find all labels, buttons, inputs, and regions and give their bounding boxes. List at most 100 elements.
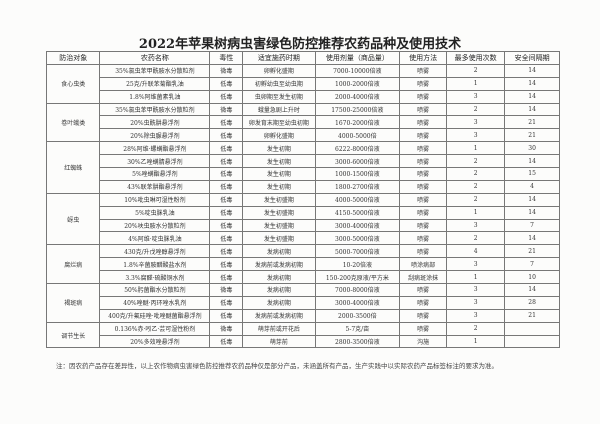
table-cell: 喷雾: [399, 205, 448, 220]
table-cell: 3000-4000倍液: [314, 295, 401, 310]
table-cell: 4%阿维·啶虫脒乳油: [99, 231, 211, 246]
table-cell: 21: [504, 128, 560, 143]
table-cell: 1: [446, 270, 506, 285]
table-row: 20%多效唑悬浮剂 低毒 萌芽前 2800-3500倍液 沟施 1: [47, 334, 560, 349]
table-cell: 3: [446, 218, 506, 233]
table-cell: 4000-5000倍液: [314, 192, 401, 207]
table-cell: 低毒: [209, 89, 244, 104]
table-row: 5%唑螨酯悬浮剂 低毒 发生初期 1000-1500倍液 喷雾 2 15: [47, 167, 560, 181]
table-cell: 0.136%赤·吲乙·芸可湿性粉剂: [99, 321, 211, 336]
table-cell: 40%唑醚·丙环唑水乳剂: [99, 295, 211, 310]
table-cell: 发病初期: [242, 283, 316, 297]
table-cell: 喷雾: [399, 308, 448, 323]
table-cell: 低毒: [209, 141, 244, 156]
table-cell: 30: [504, 141, 560, 156]
table-cell: 低毒: [209, 295, 244, 310]
table-cell: 21: [504, 308, 560, 323]
table-cell: 3: [446, 257, 506, 272]
table-cell: 2: [446, 321, 506, 336]
table-cell: 1800-2700倍液: [314, 179, 401, 194]
column-header: 毒性: [209, 51, 244, 65]
table-cell: 2: [446, 167, 506, 181]
table-cell: 4150-5000倍液: [314, 205, 401, 220]
table-cell: 低毒: [209, 270, 244, 285]
table-cell: 3: [446, 283, 506, 297]
table-cell: 发病前或发病初期: [242, 308, 316, 323]
table-cell: 发生初期: [242, 167, 316, 181]
table-cell: 2: [446, 102, 506, 117]
table-cell: 43%联苯肼酯悬浮剂: [99, 179, 211, 194]
table-cell: 5-7克/亩: [314, 321, 401, 336]
target-cell: 调节生长: [45, 321, 101, 349]
table-cell: 2: [446, 179, 506, 194]
table-cell: 28: [504, 295, 560, 310]
table-cell: 低毒: [209, 244, 244, 259]
table-cell: 6222-8000倍液: [314, 141, 401, 156]
table-cell: 虫卵期至发生初期: [242, 89, 316, 104]
table-cell: 发病初期: [242, 270, 316, 285]
table-cell: 喷雾: [399, 179, 448, 194]
table-cell: 17500-25000倍液: [314, 102, 401, 117]
table-cell: 3: [446, 89, 506, 104]
table-row: 3.3%腐醛·硫酸铜水剂 低毒 发病初期 150-200克原液/平方米 刮病斑涂抹 1 10: [47, 270, 560, 285]
table-cell: 蛾量急剧上升时: [242, 102, 316, 117]
document-title: 2022年苹果树病虫害绿色防控推荐农药品种及使用技术: [138, 37, 462, 52]
table-cell: 3000-4000倍液: [314, 218, 401, 233]
table-cell: 7000-10000倍液: [314, 63, 401, 78]
table-row: 30%乙唑螨腈悬浮剂 低毒 发生初期 3000-6000倍液 喷雾 2 14: [47, 154, 560, 169]
table-cell: 喷雾: [399, 295, 448, 310]
table-row: 1.8%阿维菌素乳油 低毒 虫卵期至发生初期 2000-4000倍液 喷雾 3 14: [47, 89, 560, 104]
table-cell: 喷雾: [399, 115, 448, 130]
table-cell: 刮病斑涂抹: [399, 270, 448, 285]
table-cell: 沟施: [399, 334, 448, 349]
column-header: 使用剂量（商品量）: [314, 51, 401, 65]
table-cell: 5%啶虫脒乳油: [99, 205, 211, 220]
column-header: 防治对象: [45, 51, 101, 65]
table-cell: 2000-3500倍: [314, 308, 401, 323]
table-cell: 4: [446, 244, 506, 259]
table-cell: 400克/升氟硅唑·吡唑醚菌酯悬浮剂: [99, 308, 211, 323]
table-cell: 喷雾: [399, 244, 448, 259]
table-cell: 3000-5000倍液: [314, 231, 401, 246]
table-row: 褐斑病 50%肟菌酯水分散粒剂 微毒 发病初期 7000-8000倍液 喷雾 3 14: [45, 283, 560, 323]
table-cell: 1: [446, 76, 506, 91]
table-cell: 21: [504, 115, 560, 130]
table-row: 40%唑醚·丙环唑水乳剂 低毒 发病初期 3000-4000倍液 喷雾 3 28: [47, 295, 560, 310]
table-row: 5%啶虫脒乳油 低毒 发生初盛期 4150-5000倍液 喷雾 1 14: [47, 205, 560, 220]
table-row: 20%除虫脲悬浮剂 低毒 卵孵化盛期 4000-5000倍 喷雾 3 21: [47, 128, 560, 143]
table-cell: 7000-8000倍液: [314, 283, 401, 297]
table-cell: 喷雾: [399, 76, 448, 91]
table-cell: 发病初期: [242, 295, 316, 310]
table-cell: 1000-1500倍液: [314, 167, 401, 181]
table-cell: 20%多效唑悬浮剂: [99, 334, 211, 349]
table-header: 防治对象 农药名称 毒性 适宜施药时期 使用剂量（商品量） 使用方法 最多使用次数 安全间隔期: [45, 51, 560, 65]
table-cell: 卵孵化盛期: [242, 63, 316, 78]
table-cell: 发生初盛期: [242, 231, 316, 246]
table-cell: 1.8%阿维菌素乳油: [99, 89, 211, 104]
table-cell: 低毒: [209, 179, 244, 194]
table-cell: 卵发育末期至幼虫初期: [242, 115, 316, 130]
column-header: 安全间隔期: [504, 51, 560, 65]
table-cell: 14: [504, 231, 560, 246]
table-cell: 20%呋虫胺水分散粒剂: [99, 218, 211, 233]
table-cell: 喷涂病部: [399, 257, 448, 272]
table-cell: 发病前或发病初期: [242, 257, 316, 272]
table-cell: 低毒: [209, 218, 244, 233]
table-cell: 低毒: [209, 192, 244, 207]
table-cell: 喷雾: [399, 192, 448, 207]
table-cell: 喷雾: [399, 102, 448, 117]
table-row: 20%呋虫胺水分散粒剂 低毒 发生初盛期 3000-4000倍液 喷雾 3 7: [47, 218, 560, 233]
table-cell: 低毒: [209, 128, 244, 143]
table-cell: 喷雾: [399, 231, 448, 246]
table-cell: 14: [504, 192, 560, 207]
table-cell: 喷雾: [399, 141, 448, 156]
table-cell: 3: [446, 115, 506, 130]
table-cell: [504, 321, 560, 336]
target-cell: 食心虫类: [45, 63, 101, 104]
table-cell: 发生初期: [242, 141, 316, 156]
table-cell: 5000-7000倍液: [314, 244, 401, 259]
table-cell: 低毒: [209, 257, 244, 272]
table-cell: 2800-3500倍液: [314, 334, 401, 349]
table-cell: 低毒: [209, 231, 244, 246]
footnote: 注：因农药产品存在差异性，以上农作物病虫害绿色防控推荐农药品种仅是部分产品，未涵…: [56, 362, 498, 370]
